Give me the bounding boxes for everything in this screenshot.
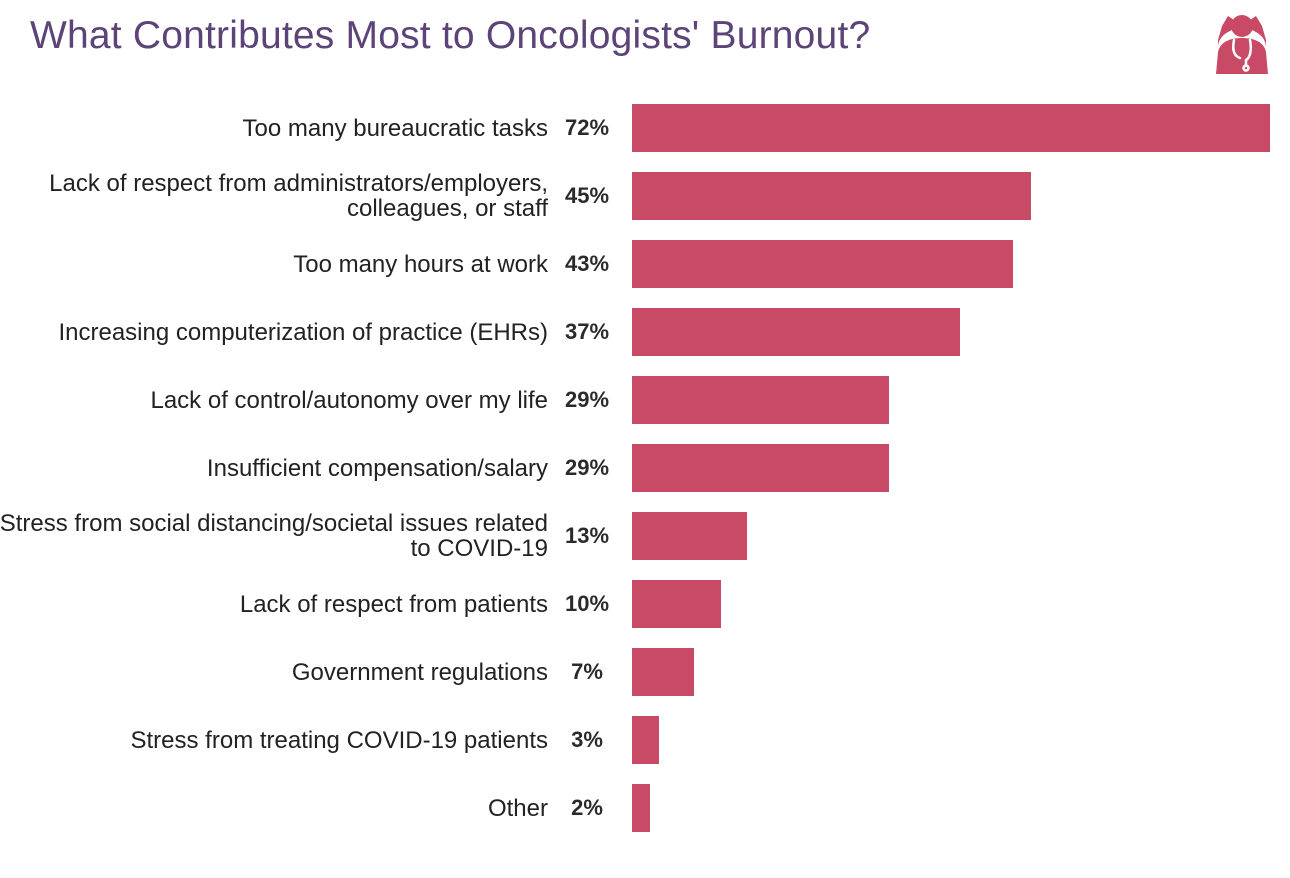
- category-label: Too many hours at work: [293, 250, 548, 278]
- value-label: 3%: [571, 727, 603, 752]
- value-label: 43%: [564, 251, 610, 276]
- bar: [632, 240, 1013, 288]
- value-label: 7%: [571, 659, 603, 684]
- bar: [632, 444, 889, 492]
- value-label: 72%: [564, 115, 610, 140]
- value-label: 2%: [571, 795, 603, 820]
- bar: [632, 172, 1031, 220]
- bar: [632, 512, 747, 560]
- bar: [632, 580, 721, 628]
- bar: [632, 716, 659, 764]
- category-label: Stress from social distancing/societal i…: [0, 510, 548, 562]
- value-label: 29%: [564, 455, 610, 480]
- bar: [632, 784, 650, 832]
- value-label: 10%: [564, 591, 610, 616]
- doctor-stress-icon: [1216, 15, 1268, 74]
- category-label: Other: [487, 794, 548, 822]
- bar: [632, 104, 1270, 152]
- value-label: 13%: [564, 523, 610, 548]
- category-label: Lack of control/autonomy over my life: [150, 386, 548, 414]
- category-label: Stress from treating COVID-19 patients: [130, 726, 549, 754]
- value-label: 45%: [564, 183, 610, 208]
- value-label: 37%: [564, 319, 610, 344]
- bar: [632, 308, 960, 356]
- page-title: What Contributes Most to Oncologists' Bu…: [30, 14, 871, 57]
- value-label: 29%: [564, 387, 610, 412]
- category-label: Lack of respect from patients: [239, 590, 548, 618]
- bar: [632, 376, 889, 424]
- category-label: Too many bureaucratic tasks: [242, 114, 548, 142]
- category-label: Insufficient compensation/salary: [206, 454, 548, 482]
- category-label: Increasing computerization of practice (…: [58, 318, 548, 346]
- category-label: Government regulations: [291, 658, 548, 686]
- bar: [632, 648, 694, 696]
- category-label: Lack of respect from administrators/empl…: [49, 170, 548, 222]
